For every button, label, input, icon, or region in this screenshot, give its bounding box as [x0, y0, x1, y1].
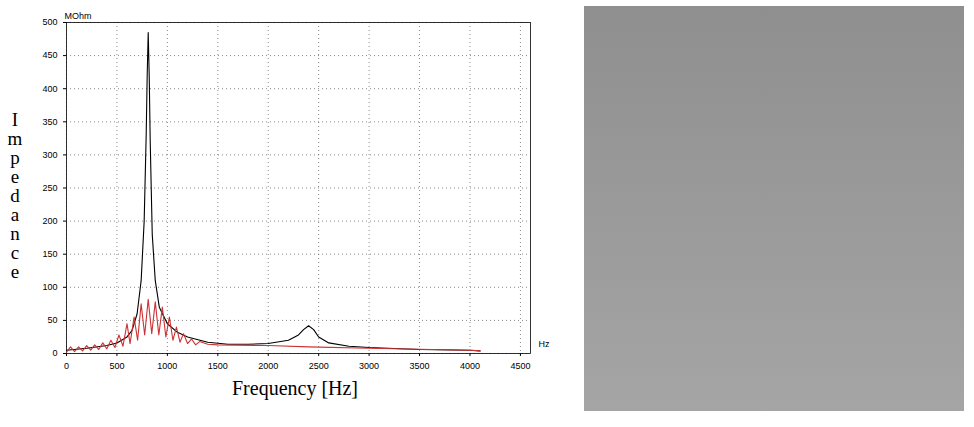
- svg-text:500: 500: [109, 361, 124, 371]
- html-text:p: p: [10, 147, 20, 168]
- svg-text:4000: 4000: [460, 361, 480, 371]
- svg-text:0: 0: [64, 361, 69, 371]
- html-text:d: d: [10, 185, 20, 206]
- svg-text:3500: 3500: [410, 361, 430, 371]
- svg-text:50: 50: [47, 315, 57, 325]
- svg-text:1500: 1500: [208, 361, 228, 371]
- html-text:c: c: [10, 242, 20, 263]
- svg-text:250: 250: [42, 183, 57, 193]
- svg-text:100: 100: [42, 282, 57, 292]
- svg-text:1000: 1000: [157, 361, 177, 371]
- html-text:a: a: [10, 204, 20, 225]
- html-text:I: I: [11, 109, 19, 130]
- svg-text:200: 200: [42, 216, 57, 226]
- html-text:Frequency [Hz]: Frequency [Hz]: [232, 377, 358, 399]
- svg-text:450: 450: [42, 50, 57, 60]
- html-text:n: n: [10, 223, 20, 244]
- svg-text:400: 400: [42, 84, 57, 94]
- svg-text:Hz: Hz: [539, 339, 550, 349]
- svg-text:350: 350: [42, 117, 57, 127]
- html-text:e: e: [10, 166, 20, 187]
- svg-text:2500: 2500: [309, 361, 329, 371]
- svg-text:0: 0: [52, 348, 57, 358]
- svg-text:MOhm: MOhm: [65, 11, 92, 21]
- svg-text:4500: 4500: [510, 361, 530, 371]
- html-text:e: e: [10, 261, 20, 282]
- svg-text:3000: 3000: [359, 361, 379, 371]
- svg-text:2000: 2000: [258, 361, 278, 371]
- svg-text:500: 500: [42, 17, 57, 27]
- svg-text:300: 300: [42, 150, 57, 160]
- html-text:m: m: [7, 128, 23, 149]
- svg-text:150: 150: [42, 249, 57, 259]
